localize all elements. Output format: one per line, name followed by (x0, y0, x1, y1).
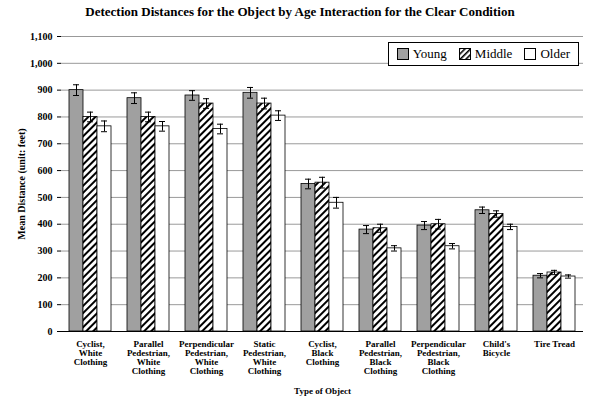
svg-text:700: 700 (38, 138, 53, 149)
svg-text:Cyclist,WhiteClothing: Cyclist,WhiteClothing (74, 339, 108, 367)
svg-text:PerpendicularPedestrian,BlackC: PerpendicularPedestrian,BlackClothing (411, 339, 466, 376)
svg-text:600: 600 (38, 165, 53, 176)
svg-text:0: 0 (48, 326, 53, 337)
svg-text:ParallelPedestrian,BlackClothi: ParallelPedestrian,BlackClothing (359, 339, 402, 376)
html-text:Middle: Middle (474, 46, 513, 61)
svg-text:1,000: 1,000 (30, 58, 53, 69)
svg-text:900: 900 (38, 84, 53, 95)
svg-text:1,100: 1,100 (30, 31, 53, 42)
html-text:Young: Young (412, 46, 447, 61)
svg-text:Type of Object: Type of Object (294, 386, 351, 396)
html-text:Detection Distances for the Ob: Detection Distances for the Object by Ag… (85, 4, 515, 19)
svg-text:800: 800 (38, 111, 53, 122)
svg-text:Child'sBicycle: Child'sBicycle (483, 339, 511, 358)
svg-text:100: 100 (38, 299, 53, 310)
svg-text:StaticPedestrian,WhiteClothing: StaticPedestrian,WhiteClothing (243, 339, 286, 376)
svg-text:Mean Distance (unit: feet): Mean Distance (unit: feet) (16, 128, 28, 239)
svg-text:Tire Tread: Tire Tread (534, 339, 575, 349)
svg-text:300: 300 (38, 245, 53, 256)
html-text:Older: Older (540, 46, 570, 61)
svg-text:ParallelPedestrian,WhiteClothi: ParallelPedestrian,WhiteClothing (127, 339, 170, 376)
svg-text:200: 200 (38, 272, 53, 283)
svg-text:500: 500 (38, 192, 53, 203)
svg-text:Cyclist,BlackClothing: Cyclist,BlackClothing (306, 339, 340, 367)
svg-text:400: 400 (38, 218, 53, 229)
svg-text:PerpendicularPedestrian,WhiteC: PerpendicularPedestrian,WhiteClothing (179, 339, 234, 376)
